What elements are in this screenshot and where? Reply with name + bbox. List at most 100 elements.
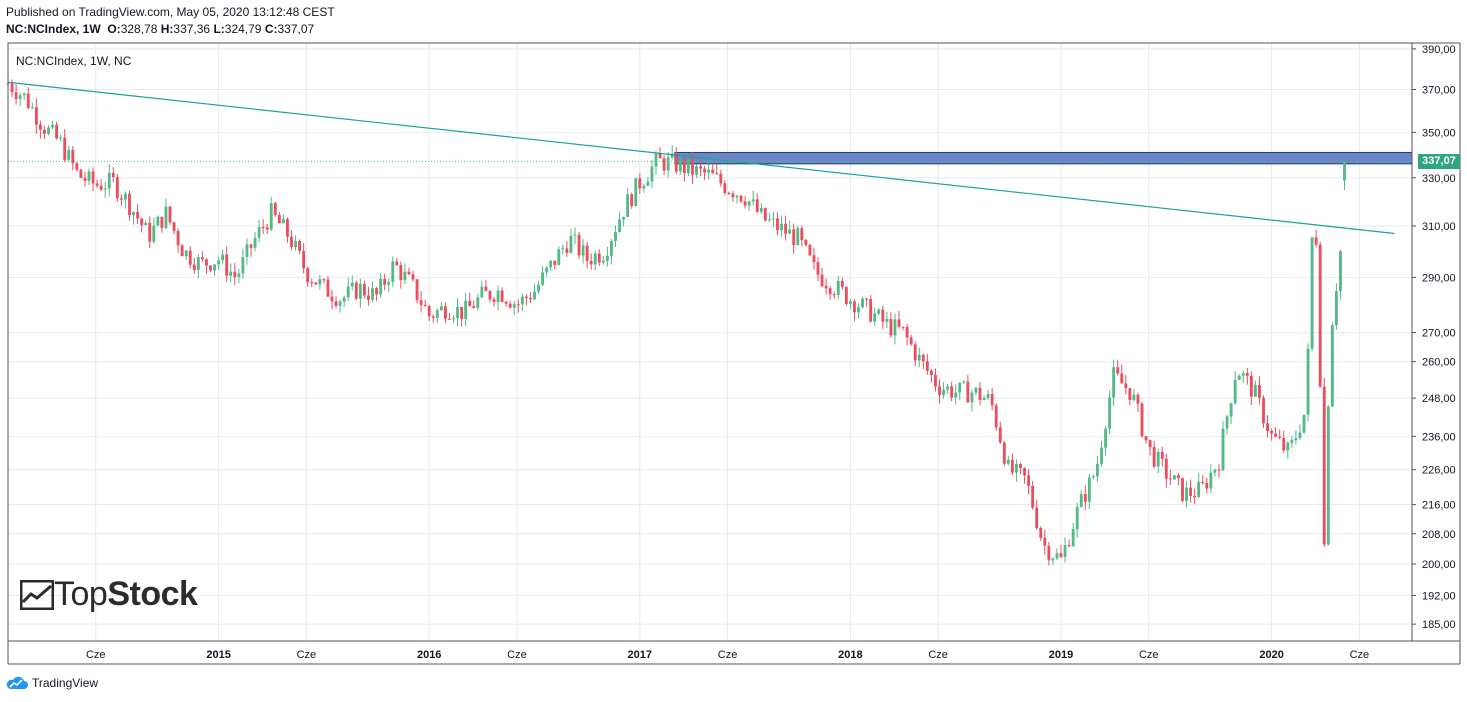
candle-body <box>310 282 314 284</box>
candle-body <box>435 310 439 318</box>
low-label: L: <box>213 22 225 36</box>
candle-body <box>1144 436 1148 441</box>
y-tick-label: 330,00 <box>1422 173 1456 185</box>
candle-body <box>1002 442 1006 464</box>
candle-body <box>1010 459 1014 473</box>
candle-body <box>642 185 646 189</box>
candle-body <box>124 193 127 200</box>
candle-body <box>946 386 950 390</box>
candle-body <box>1015 464 1018 473</box>
candle-body <box>666 157 670 171</box>
candle-body <box>986 394 990 398</box>
candle-body <box>970 392 974 403</box>
candle-body <box>650 166 654 182</box>
candle-body <box>286 219 289 237</box>
candle-body <box>168 206 172 223</box>
candle-body <box>719 173 723 184</box>
y-tick-label: 310,00 <box>1422 221 1456 233</box>
candle-body <box>302 250 306 269</box>
candle-body <box>277 214 281 224</box>
candle-body <box>314 282 318 285</box>
candle-body <box>1334 291 1338 326</box>
candle-body <box>686 159 690 174</box>
candle-body <box>322 279 326 281</box>
candle-body <box>1067 545 1071 547</box>
x-tick-label: 2020 <box>1259 649 1283 661</box>
candle-body <box>1087 477 1091 502</box>
candle-body <box>1152 447 1156 467</box>
candle-body <box>1339 251 1342 292</box>
candle-body <box>306 268 310 283</box>
candle-body <box>1075 507 1079 530</box>
candle-body <box>205 259 208 266</box>
candle-body <box>581 245 585 256</box>
candle-body <box>107 172 111 189</box>
candle-body <box>55 124 59 139</box>
candle-body <box>367 295 370 300</box>
y-tick-label: 290,00 <box>1422 272 1456 284</box>
candle-body <box>67 149 71 160</box>
candle-body <box>460 306 464 320</box>
candle-body <box>816 262 820 275</box>
candle-body <box>95 183 99 186</box>
candle-body <box>537 284 540 292</box>
candle-body <box>43 129 46 134</box>
candle-body <box>59 137 63 139</box>
x-tick-label: Cze <box>507 649 527 661</box>
candles <box>6 78 1346 566</box>
candle-body <box>796 228 800 245</box>
candle-body <box>934 374 937 387</box>
candle-body <box>1330 325 1334 407</box>
high-label: H: <box>160 22 174 36</box>
candle-body <box>253 237 257 248</box>
candle-body <box>241 257 245 274</box>
candle-body <box>589 260 593 265</box>
candle-body <box>1031 485 1035 508</box>
candle-body <box>229 271 233 276</box>
chart-grid <box>8 43 1412 641</box>
candle-body <box>1229 403 1233 417</box>
candle-body <box>119 198 123 200</box>
candle-body <box>848 301 852 305</box>
candle-body <box>743 201 747 206</box>
candle-body <box>399 265 403 281</box>
candle-body <box>670 153 674 158</box>
candle-body <box>780 223 783 231</box>
candle-body <box>788 229 792 234</box>
candle-body <box>22 93 26 96</box>
x-tick-label: Cze <box>1139 649 1159 661</box>
symbol-label: NC:NCIndex, 1W <box>6 22 101 36</box>
candle-body <box>857 307 860 313</box>
candle-body <box>269 203 273 230</box>
candle-body <box>261 227 265 229</box>
candle-body <box>865 298 869 300</box>
candle-body <box>391 261 395 283</box>
candle-body <box>1156 451 1160 467</box>
candle-body <box>484 286 488 292</box>
candle-body <box>1193 495 1197 498</box>
open-label: O: <box>107 22 121 36</box>
x-tick-label: Cze <box>86 649 106 661</box>
candle-body <box>427 306 431 317</box>
candle-body <box>18 95 22 100</box>
candle-body <box>468 300 472 307</box>
x-tick-label: 2017 <box>628 649 652 661</box>
y-tick-label: 192,00 <box>1422 590 1456 602</box>
candle-body <box>520 296 524 305</box>
candle-body <box>294 240 297 248</box>
y-tick-label: 208,00 <box>1422 529 1456 541</box>
watermark-text-stock: Stock <box>107 575 198 613</box>
candle-body <box>634 178 638 207</box>
candle-body <box>452 318 455 320</box>
candle-body <box>869 299 873 322</box>
candle-body <box>508 303 512 308</box>
x-tick-label: 2019 <box>1049 649 1073 661</box>
candle-body <box>1128 388 1132 400</box>
y-tick-label: 236,00 <box>1422 431 1456 443</box>
resistance-zone <box>674 151 1413 165</box>
candle-body <box>395 261 399 266</box>
tradingview-footer[interactable]: TradingView <box>6 676 98 690</box>
x-tick-label: 2015 <box>206 649 230 661</box>
candle-body <box>411 274 415 280</box>
